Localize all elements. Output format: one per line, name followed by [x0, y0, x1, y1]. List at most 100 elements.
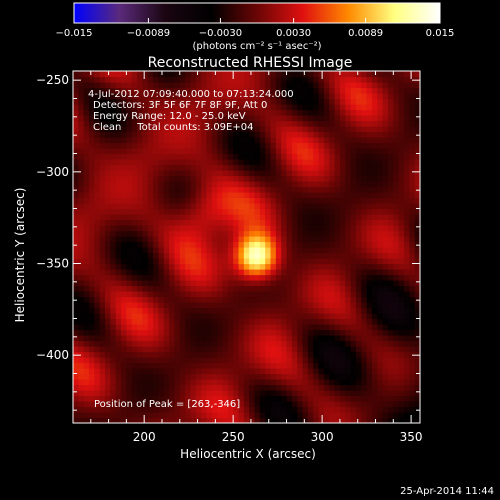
heatmap-cell [297, 357, 304, 364]
heatmap-cell [366, 252, 373, 259]
heatmap-cell [121, 291, 127, 298]
heatmap-cell [382, 401, 389, 408]
heatmap-cell [73, 390, 79, 397]
heatmap-cell [227, 252, 234, 259]
heatmap-cell [313, 269, 320, 276]
heatmap-cell [307, 412, 314, 419]
heatmap-cell [265, 313, 272, 320]
heatmap-cell [105, 148, 111, 155]
heatmap-cell [174, 76, 181, 83]
heatmap-cell [334, 329, 341, 336]
heatmap-cell [110, 82, 117, 89]
heatmap-cell [115, 406, 122, 413]
colorbar-tick-label: −0.015 [55, 28, 92, 39]
heatmap-cell [190, 395, 197, 402]
heatmap-cell [89, 335, 95, 342]
heatmap-cell [206, 340, 213, 347]
heatmap-cell [398, 395, 405, 402]
x-tick-label: 350 [400, 430, 423, 444]
heatmap-cell [270, 362, 277, 369]
heatmap-cell [259, 197, 266, 204]
heatmap-cell [179, 258, 186, 265]
heatmap-cell [249, 203, 256, 210]
heatmap-cell [179, 76, 186, 83]
heatmap-cell [297, 208, 304, 215]
heatmap-cell [393, 148, 400, 155]
heatmap-cell [291, 98, 298, 105]
heatmap-cell [387, 401, 394, 408]
heatmap-cell [334, 313, 341, 320]
heatmap-cell [254, 302, 261, 309]
heatmap-cell [227, 406, 234, 413]
heatmap-cell [121, 280, 127, 287]
heatmap-cell [206, 87, 213, 94]
heatmap-cell [334, 401, 341, 408]
heatmap-cell [355, 258, 362, 265]
heatmap-cell [249, 247, 256, 254]
heatmap-cell [222, 181, 229, 188]
heatmap-cell [291, 280, 298, 287]
heatmap-cell [222, 197, 229, 204]
heatmap-cell [382, 230, 389, 237]
heatmap-cell [78, 390, 85, 397]
heatmap-cell [147, 357, 154, 364]
heatmap-cell [89, 192, 95, 199]
heatmap-cell [371, 373, 378, 380]
heatmap-cell [174, 192, 181, 199]
heatmap-cell [307, 225, 314, 232]
heatmap-cell [243, 357, 250, 364]
heatmap-cell [259, 208, 266, 215]
heatmap-cell [302, 313, 309, 320]
heatmap-cell [377, 368, 384, 375]
heatmap-cell [275, 291, 282, 298]
heatmap-cell [238, 406, 245, 413]
heatmap-cell [73, 186, 79, 193]
heatmap-cell [169, 362, 176, 369]
heatmap-cell [142, 159, 149, 166]
heatmap-cell [131, 307, 138, 314]
heatmap-cell [270, 148, 277, 155]
heatmap-cell [339, 368, 346, 375]
heatmap-cell [414, 98, 420, 105]
heatmap-cell [281, 291, 288, 298]
heatmap-cell [318, 269, 325, 276]
heatmap-cell [233, 236, 240, 243]
heatmap-cell [259, 219, 266, 226]
heatmap-cell [137, 335, 143, 342]
heatmap-cell [329, 181, 336, 188]
heatmap-cell [83, 104, 90, 111]
heatmap-cell [334, 285, 341, 292]
heatmap-cell [329, 93, 336, 100]
heatmap-cell [227, 159, 234, 166]
heatmap-cell [217, 142, 224, 149]
heatmap-cell [414, 329, 420, 336]
heatmap-cell [73, 181, 79, 188]
heatmap-cell [169, 373, 176, 380]
heatmap-cell [83, 318, 90, 325]
heatmap-cell [233, 280, 240, 287]
heatmap-cell [94, 307, 101, 314]
heatmap-cell [334, 417, 341, 423]
heatmap-cell [361, 302, 368, 309]
heatmap-cell [179, 82, 186, 89]
heatmap-cell [142, 269, 149, 276]
heatmap-cell [137, 104, 143, 111]
heatmap-cell [265, 148, 272, 155]
heatmap-cell [217, 87, 224, 94]
heatmap-cell [158, 340, 165, 347]
heatmap-cell [243, 131, 250, 138]
heatmap-cell [163, 313, 170, 320]
heatmap-cell [158, 170, 165, 177]
heatmap-cell [83, 346, 90, 353]
heatmap-cell [233, 104, 240, 111]
heatmap-cell [286, 280, 293, 287]
heatmap-cell [89, 153, 95, 160]
heatmap-cell [222, 236, 229, 243]
heatmap-cell [387, 82, 394, 89]
heatmap-cell [414, 76, 420, 83]
heatmap-cell [265, 197, 272, 204]
heatmap-cell [211, 148, 218, 155]
heatmap-cell [99, 318, 106, 325]
heatmap-cell [94, 340, 101, 347]
heatmap-cell [179, 115, 186, 122]
